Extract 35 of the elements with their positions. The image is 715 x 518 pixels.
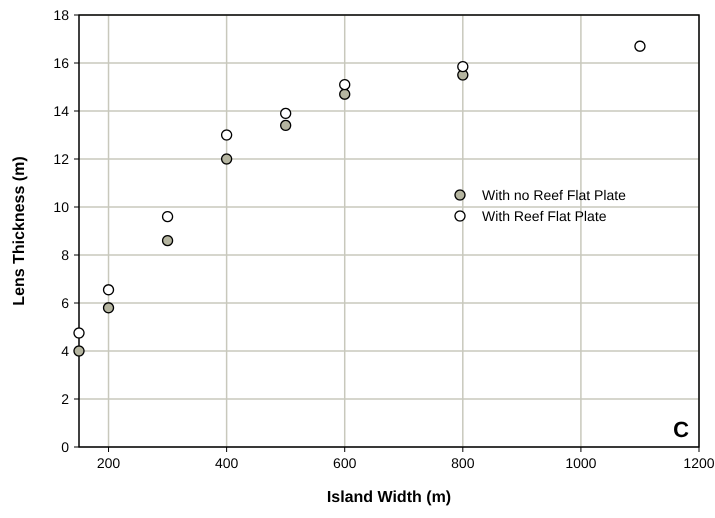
y-tick-label: 10 (53, 199, 70, 215)
x-tick-label: 200 (96, 455, 120, 471)
point (339, 78, 350, 90)
x-tick-label: 1200 (683, 455, 715, 471)
y-tick-label: 14 (53, 103, 70, 119)
x-tick-label: 400 (214, 455, 239, 471)
y-tick-label: 18 (53, 7, 70, 23)
point (73, 327, 85, 339)
point (280, 120, 292, 132)
y-tick-label: 0 (61, 439, 70, 455)
point (162, 234, 174, 246)
point (634, 40, 646, 52)
y-tick-label: 2 (61, 391, 70, 407)
x-tick-label: 800 (451, 455, 475, 471)
point (73, 345, 85, 357)
y-tick-label: 8 (61, 247, 70, 263)
y-tick-label: 12 (53, 151, 70, 167)
point (220, 153, 232, 165)
point (280, 108, 292, 120)
y-tick-label: 4 (61, 343, 70, 359)
x-tick-label: 1000 (565, 455, 597, 471)
point (102, 302, 114, 314)
point (102, 284, 114, 296)
legend-label: With Reef Flat Plate (482, 208, 607, 224)
x-axis-title: Island Width (m) (326, 489, 452, 506)
legend-label: With no Reef Flat Plate (482, 187, 626, 203)
point (220, 129, 232, 141)
annotation: C (673, 417, 690, 442)
x-tick-label: 600 (333, 455, 357, 471)
y-tick-label: 16 (53, 55, 70, 71)
point (339, 88, 350, 100)
y-axis-title: Lens Thickness (m) (11, 156, 28, 306)
point (162, 210, 174, 222)
y-tick-label: 6 (61, 295, 70, 311)
point (457, 60, 468, 72)
